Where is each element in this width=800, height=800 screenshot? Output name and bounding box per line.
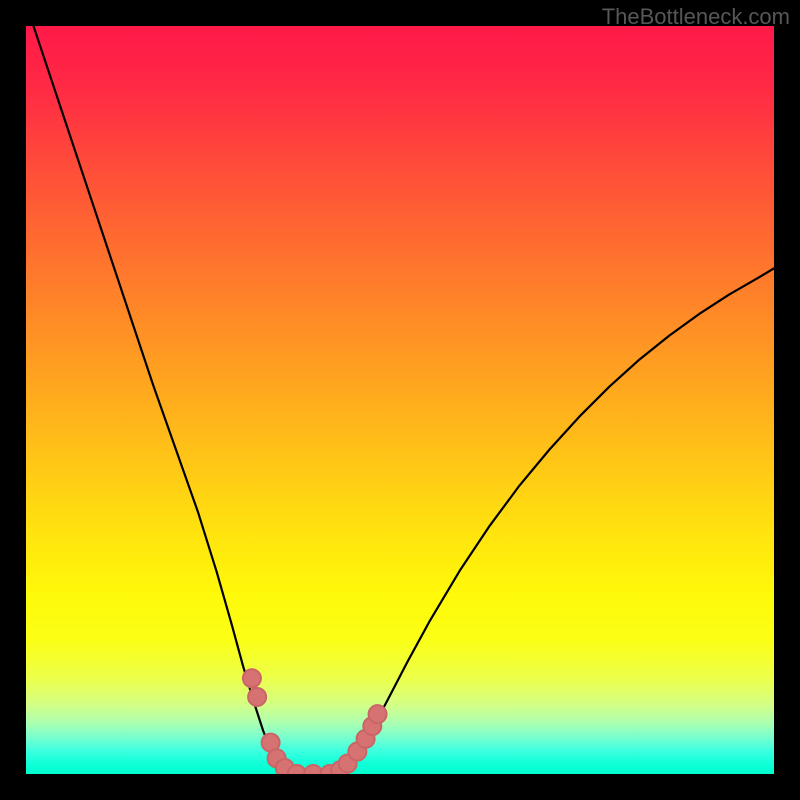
watermark: TheBottleneck.com xyxy=(602,4,790,30)
data-marker xyxy=(248,688,266,706)
right-curve xyxy=(333,268,774,774)
left-curve xyxy=(26,26,295,774)
chart-root: TheBottleneck.com xyxy=(0,0,800,800)
plot-area xyxy=(26,26,774,774)
data-marker xyxy=(369,705,387,723)
curve-layer xyxy=(26,26,774,774)
data-marker xyxy=(288,765,306,774)
data-marker xyxy=(243,669,261,687)
markers-group xyxy=(243,669,387,774)
data-marker xyxy=(304,765,322,774)
